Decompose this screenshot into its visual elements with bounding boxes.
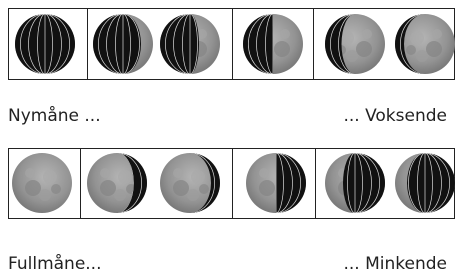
label-waxing: ... Voksende <box>343 106 447 126</box>
moon-shadow <box>407 153 455 213</box>
moon <box>246 153 306 213</box>
phase-panels <box>0 0 455 278</box>
moon <box>12 153 72 213</box>
moon <box>325 14 385 74</box>
moon <box>325 153 385 213</box>
moon <box>160 153 220 213</box>
label-waning: ... Minkende <box>343 254 447 274</box>
moon-shadow <box>93 14 141 74</box>
label-new-moon: Nymåne ... <box>8 106 101 126</box>
moon <box>87 153 147 213</box>
moon-shadow <box>276 153 306 213</box>
moon <box>15 14 75 74</box>
moon <box>395 153 455 213</box>
moon-shadow <box>160 14 199 74</box>
label-full-moon: Fullmåne... <box>8 254 102 274</box>
moon <box>160 14 220 74</box>
moon-shadow <box>243 14 273 74</box>
moon <box>395 14 455 74</box>
moon <box>93 14 153 74</box>
moon-phase-diagram: Nymåne ... ... Voksende Fullmåne... ... … <box>0 0 455 278</box>
moon <box>243 14 303 74</box>
